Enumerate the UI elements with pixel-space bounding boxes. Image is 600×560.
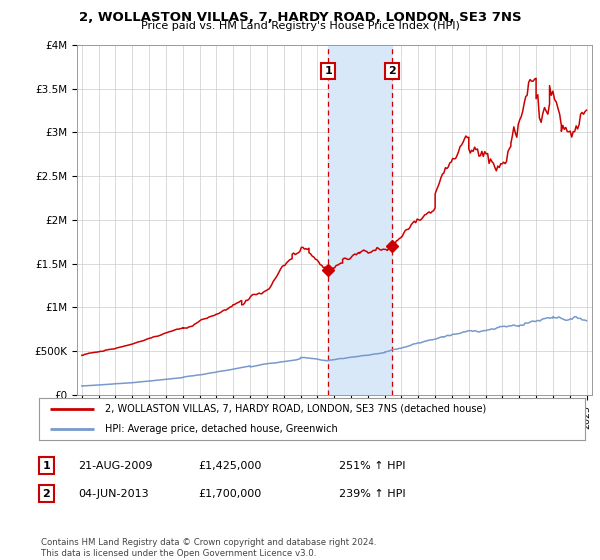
Text: 2: 2 bbox=[388, 66, 395, 76]
Text: 21-AUG-2009: 21-AUG-2009 bbox=[78, 461, 152, 471]
Text: 04-JUN-2013: 04-JUN-2013 bbox=[78, 489, 149, 499]
Bar bbox=[328, 45, 392, 395]
Text: 1: 1 bbox=[43, 461, 50, 471]
Text: 251% ↑ HPI: 251% ↑ HPI bbox=[339, 461, 406, 471]
Text: 2, WOLLASTON VILLAS, 7, HARDY ROAD, LONDON, SE3 7NS: 2, WOLLASTON VILLAS, 7, HARDY ROAD, LOND… bbox=[79, 11, 521, 24]
Text: £1,425,000: £1,425,000 bbox=[198, 461, 262, 471]
Text: 2: 2 bbox=[43, 489, 50, 499]
Text: 1: 1 bbox=[324, 66, 332, 76]
Text: Contains HM Land Registry data © Crown copyright and database right 2024.
This d: Contains HM Land Registry data © Crown c… bbox=[41, 538, 376, 558]
Text: 2, WOLLASTON VILLAS, 7, HARDY ROAD, LONDON, SE3 7NS (detached house): 2, WOLLASTON VILLAS, 7, HARDY ROAD, LOND… bbox=[104, 404, 486, 414]
Text: 239% ↑ HPI: 239% ↑ HPI bbox=[339, 489, 406, 499]
Text: Price paid vs. HM Land Registry's House Price Index (HPI): Price paid vs. HM Land Registry's House … bbox=[140, 21, 460, 31]
Text: HPI: Average price, detached house, Greenwich: HPI: Average price, detached house, Gree… bbox=[104, 424, 337, 434]
Text: £1,700,000: £1,700,000 bbox=[198, 489, 261, 499]
